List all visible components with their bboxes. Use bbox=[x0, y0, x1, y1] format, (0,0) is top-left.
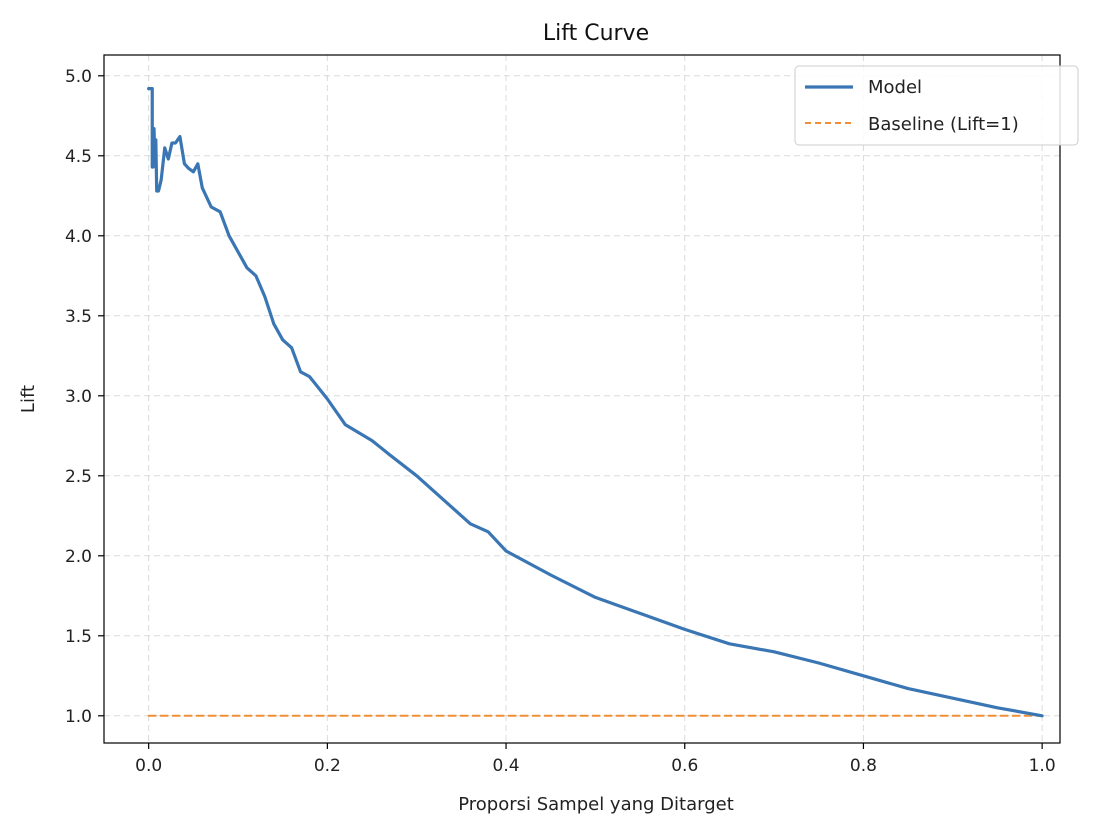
chart-title: Lift Curve bbox=[543, 21, 649, 46]
y-tick-label: 1.5 bbox=[65, 627, 92, 647]
y-tick-label: 4.0 bbox=[65, 227, 92, 247]
x-tick-label: 1.0 bbox=[1029, 756, 1056, 776]
series-lines bbox=[147, 86, 1044, 718]
y-tick-label: 5.0 bbox=[65, 67, 92, 87]
legend-label-baseline: Baseline (Lift=1) bbox=[868, 114, 1019, 135]
legend: Model Baseline (Lift=1) bbox=[794, 65, 1079, 146]
y-tick-label: 3.5 bbox=[65, 307, 92, 327]
legend-label-model: Model bbox=[868, 77, 922, 98]
plot-area-frame bbox=[103, 54, 1061, 744]
y-tick-label: 1.0 bbox=[65, 707, 92, 727]
x-tick-label: 0.8 bbox=[850, 756, 877, 776]
y-axis-ticks: 1.0 1.5 2.0 2.5 3.0 3.5 4.0 4.5 5.0 bbox=[65, 67, 104, 727]
x-axis-ticks: 0.0 0.2 0.4 0.6 0.8 1.0 bbox=[135, 743, 1056, 776]
x-tick-label: 0.4 bbox=[493, 756, 520, 776]
x-tick-label: 0.2 bbox=[314, 756, 341, 776]
model-line bbox=[147, 86, 1044, 718]
x-axis-label: Proporsi Sampel yang Ditarget bbox=[458, 794, 734, 815]
x-tick-label: 0.6 bbox=[671, 756, 698, 776]
x-tick-label: 0.0 bbox=[135, 756, 162, 776]
y-tick-label: 4.5 bbox=[65, 147, 92, 167]
y-tick-label: 3.0 bbox=[65, 387, 92, 407]
y-tick-label: 2.0 bbox=[65, 547, 92, 567]
y-axis-label: Lift bbox=[18, 385, 39, 413]
legend-box bbox=[794, 65, 1079, 146]
y-tick-label: 2.5 bbox=[65, 467, 92, 487]
